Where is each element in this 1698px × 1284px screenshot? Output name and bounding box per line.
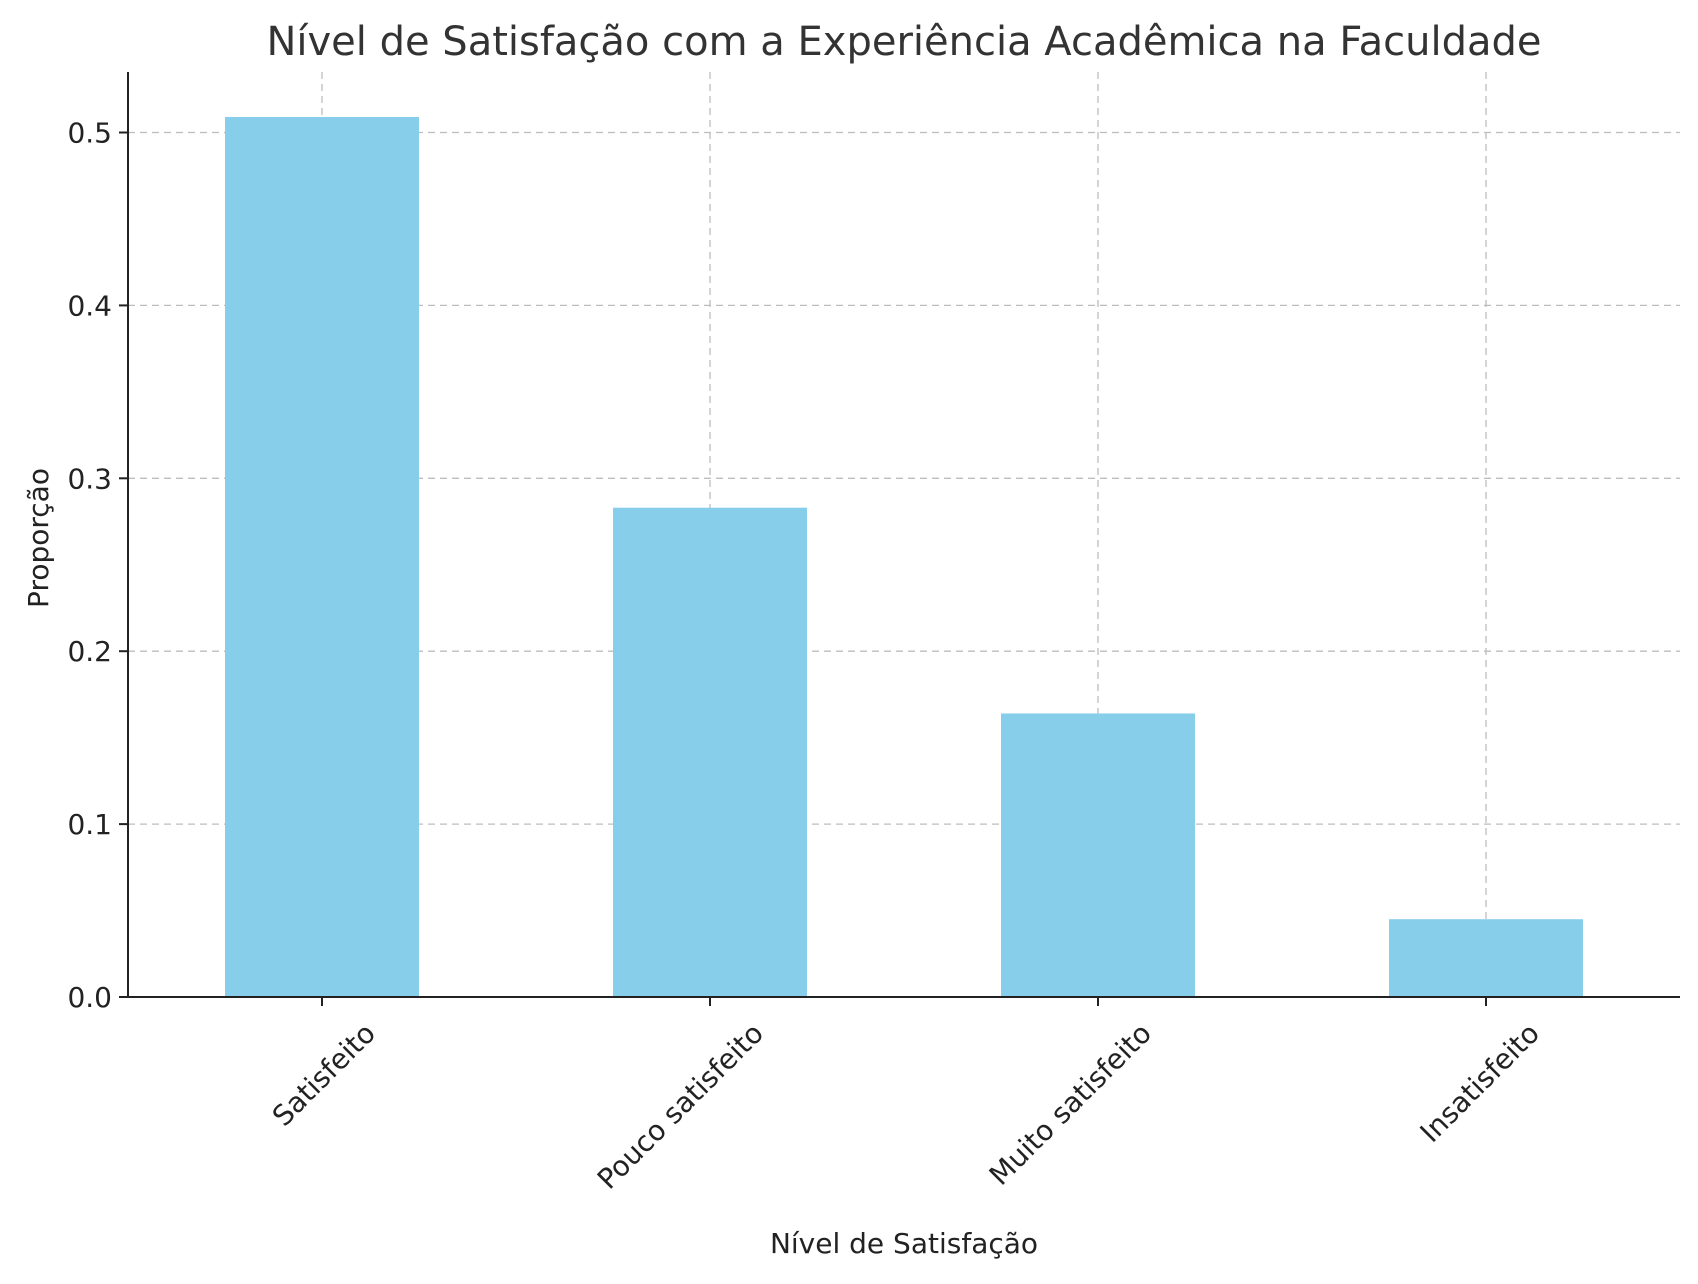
bar-2 (613, 507, 807, 997)
y-axis-label: Proporção (22, 468, 55, 608)
axes (127, 72, 1680, 998)
bar-3 (1001, 713, 1195, 997)
x-axis-label: Nível de Satisfação (770, 1227, 1038, 1260)
bars (225, 116, 1583, 998)
bar-1 (225, 116, 419, 998)
y-tick-label: 0.2 (67, 635, 112, 668)
x-tick-label: Insatisfeito (1414, 1017, 1546, 1149)
y-tick-label: 0.4 (67, 289, 112, 322)
chart-title: Nível de Satisfação com a Experiência Ac… (266, 19, 1541, 65)
y-tick-label: 0.5 (67, 117, 112, 150)
y-tick-label: 0.1 (67, 808, 112, 841)
x-tick-label: Satisfeito (266, 1017, 382, 1133)
y-tick-label: 0.3 (67, 462, 112, 495)
x-tick-label: Pouco satisfeito (591, 1017, 770, 1196)
bar-4 (1389, 919, 1583, 997)
x-tick-label: Muito satisfeito (983, 1017, 1158, 1192)
y-tick-label: 0.0 (67, 981, 112, 1014)
